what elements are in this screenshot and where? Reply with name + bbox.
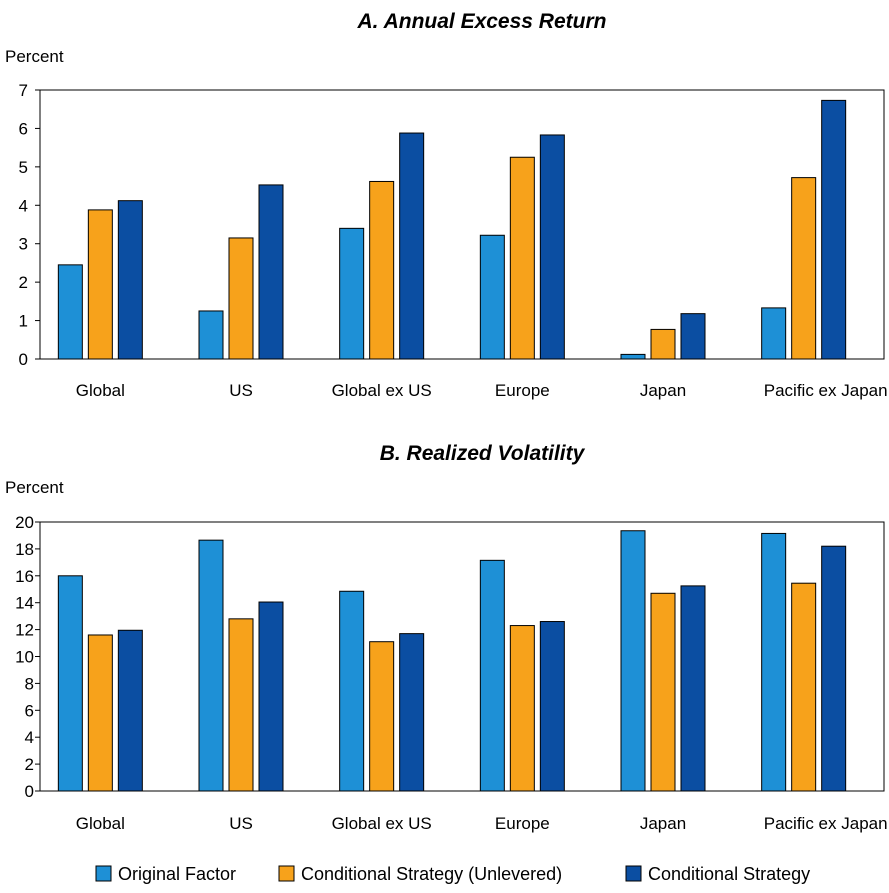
y-tick-label: 6: [25, 701, 34, 720]
bar-original-factor-us: [198, 539, 224, 792]
bar-original-factor-japan: [620, 530, 646, 792]
y-tick-label: 0: [25, 782, 34, 801]
bar-conditional-strategy-japan: [680, 313, 706, 360]
bar-conditional-strategy-global-ex-us: [399, 132, 425, 360]
legend: Original Factor Conditional Strategy (Unl…: [95, 864, 810, 884]
category-label: Global ex US: [332, 381, 432, 400]
bar-conditional-strategy-europe: [539, 621, 565, 792]
panel-annual-excess-return: A. Annual Excess Return Percent 0 1 2 3 4 5 6 7 Gl…: [5, 10, 888, 400]
bar-original-factor-global-ex-us: [339, 227, 365, 360]
bar-conditional-strategy-global: [117, 200, 143, 360]
bar-conditional-strategy-unlevered-global: [87, 209, 113, 360]
y-tick-label: 14: [15, 594, 34, 613]
bar-original-factor-pacific-ex-japan: [761, 307, 787, 360]
panel-realized-volatility: B. Realized Volatility Percent 0 2 4 6 8 10 12 14…: [5, 442, 888, 833]
bar-conditional-strategy-unlevered-europe: [509, 625, 535, 792]
category-label: Europe: [495, 381, 550, 400]
y-tick-label: 1: [19, 312, 28, 331]
y-tick-label: 4: [25, 728, 34, 747]
y-tick-label: 0: [19, 350, 28, 369]
bar-conditional-strategy-unlevered-global-ex-us: [369, 180, 395, 360]
y-tick-label: 10: [15, 648, 34, 667]
legend-swatch: [625, 865, 642, 882]
legend-swatch: [95, 865, 112, 882]
bar-conditional-strategy-unlevered-global-ex-us: [369, 641, 395, 792]
y-tick-label: 6: [19, 119, 28, 138]
bar-conditional-strategy-unlevered-us: [228, 237, 254, 360]
category-label: Pacific ex Japan: [764, 381, 888, 400]
bar-conditional-strategy-global: [117, 629, 143, 792]
bar-original-factor-global: [57, 264, 83, 360]
bar-original-factor-europe: [479, 234, 505, 360]
bar-conditional-strategy-unlevered-pacific-ex-japan: [791, 582, 817, 792]
y-tick-label: 2: [25, 755, 34, 774]
bar-conditional-strategy-pacific-ex-japan: [821, 99, 847, 360]
bar-conditional-strategy-us: [258, 184, 284, 360]
category-label: Global: [76, 814, 125, 833]
chart-title: B. Realized Volatility: [380, 442, 586, 465]
category-label: Global: [76, 381, 125, 400]
category-label: Global ex US: [332, 814, 432, 833]
legend-label: Conditional Strategy (Unlevered): [301, 864, 562, 884]
y-tick-label: 16: [15, 567, 34, 586]
bar-conditional-strategy-japan: [680, 585, 706, 792]
legend-swatch: [278, 865, 295, 882]
bar-conditional-strategy-unlevered-us: [228, 618, 254, 792]
bar-conditional-strategy-unlevered-global: [87, 634, 113, 792]
y-tick-label: 12: [15, 621, 34, 640]
y-tick-label: 4: [19, 196, 28, 215]
bar-conditional-strategy-unlevered-japan: [650, 592, 676, 792]
category-label: Japan: [640, 814, 686, 833]
y-tick-label: 2: [19, 273, 28, 292]
bar-conditional-strategy-unlevered-japan: [650, 328, 676, 360]
y-axis-label: Percent: [5, 478, 64, 497]
bar-conditional-strategy-global-ex-us: [399, 633, 425, 792]
y-axis-label: Percent: [5, 47, 64, 66]
plot-frame: [39, 89, 885, 360]
legend-label: Conditional Strategy: [648, 864, 810, 884]
category-label: US: [229, 814, 253, 833]
bar-conditional-strategy-unlevered-pacific-ex-japan: [791, 177, 817, 360]
category-label: Europe: [495, 814, 550, 833]
y-tick-label: 7: [19, 81, 28, 100]
bar-original-factor-pacific-ex-japan: [761, 532, 787, 792]
y-tick-label: 5: [19, 158, 28, 177]
y-tick-label: 3: [19, 235, 28, 254]
bar-original-factor-us: [198, 310, 224, 360]
bar-conditional-strategy-unlevered-europe: [509, 156, 535, 360]
y-tick-label: 18: [15, 540, 34, 559]
plot-frame: [39, 521, 885, 792]
category-label: Pacific ex Japan: [764, 814, 888, 833]
category-label: US: [229, 381, 253, 400]
chart-title: A. Annual Excess Return: [357, 10, 607, 33]
bar-conditional-strategy-europe: [539, 134, 565, 360]
bar-conditional-strategy-pacific-ex-japan: [821, 545, 847, 792]
y-tick-label: 8: [25, 674, 34, 693]
bar-original-factor-japan: [620, 353, 646, 360]
bar-original-factor-europe: [479, 559, 505, 792]
bar-original-factor-global: [57, 575, 83, 792]
legend-label: Original Factor: [118, 864, 236, 884]
bar-conditional-strategy-us: [258, 601, 284, 792]
category-label: Japan: [640, 381, 686, 400]
y-tick-label: 20: [15, 513, 34, 532]
bar-original-factor-global-ex-us: [339, 590, 365, 792]
